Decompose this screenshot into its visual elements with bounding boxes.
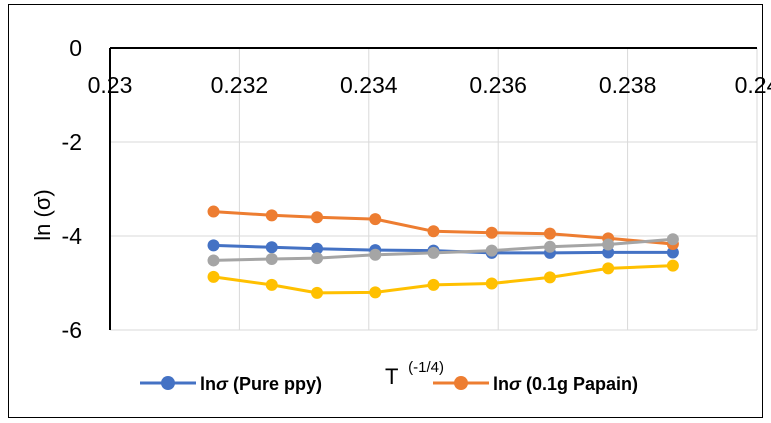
x-tick-label: 0.232 [211,72,269,98]
series-layer [207,205,679,299]
legend-item: lnσ (Pure ppy) [140,374,322,394]
x-axis-label: T (-1/4) [385,359,444,389]
x-tick-label: 0.236 [469,72,527,98]
y-axis-label: ln (σ) [30,189,55,240]
data-point [543,240,556,253]
data-point [485,277,498,290]
x-tick-label: 0.23 [88,72,133,98]
data-point [311,286,324,299]
x-tick-label: 0.238 [599,72,657,98]
data-point [666,246,679,259]
data-point [265,209,278,222]
data-point [311,211,324,224]
series-4 [207,259,679,299]
data-point [207,270,220,283]
data-point [666,233,679,246]
data-point [427,246,440,259]
legend: lnσ (Pure ppy) lnσ (0.1g Papain) [140,374,638,394]
data-point [369,286,382,299]
legend-label: lnσ (0.1g Papain) [493,374,638,394]
data-point [265,253,278,266]
data-point [485,226,498,239]
data-point [427,225,440,238]
data-point [427,278,440,291]
grid [110,48,758,331]
data-point [311,252,324,265]
data-point [543,227,556,240]
data-point [543,271,556,284]
legend-marker [454,376,468,390]
legend-item: lnσ (0.1g Papain) [433,374,638,394]
series-3 [207,233,679,267]
data-point [207,205,220,218]
data-point [265,241,278,254]
y-tick-label: -6 [62,317,82,343]
y-tick-label: -2 [62,129,82,155]
legend-marker [161,376,175,390]
x-tick-label: 0.24 [735,72,771,98]
x-tick-label: 0.234 [340,72,398,98]
data-point [265,278,278,291]
data-point [602,238,615,251]
y-tick-label: 0 [69,35,82,61]
data-point [207,239,220,252]
y-tick-label: -4 [62,223,83,249]
data-point [485,244,498,257]
data-point [369,248,382,261]
series-2 [207,205,679,250]
axes [109,47,757,330]
data-point [311,242,324,255]
legend-label: lnσ (Pure ppy) [200,374,322,394]
data-point [602,262,615,275]
tick-labels: 0.23 0.232 0.234 0.236 0.238 0.24 0 -2 -4 -6 [62,35,771,343]
data-point [369,213,382,226]
data-point [666,259,679,272]
chart-frame [8,4,763,418]
data-point [207,254,220,267]
